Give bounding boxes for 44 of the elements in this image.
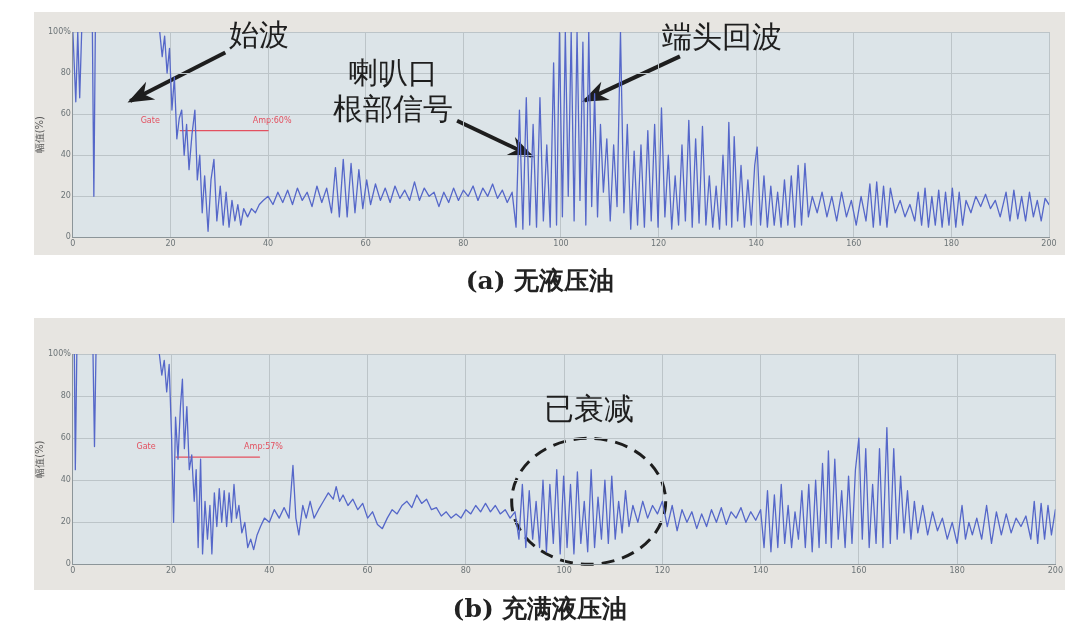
x-tick-label: 60 (360, 239, 371, 249)
annotation: Amp:57% (244, 442, 283, 452)
x-tick-label: 40 (264, 566, 275, 576)
annotation: Gate (136, 442, 156, 452)
annotation: 始波 (229, 17, 290, 53)
y-tick-label: 60 (60, 109, 71, 119)
text: (b) 充满液压油 (451, 594, 629, 624)
x-tick-label: 180 (943, 239, 960, 249)
x-tick-label: 160 (846, 239, 862, 249)
y-tick-label: 0 (65, 559, 71, 569)
y-tick-label: 60 (60, 433, 71, 443)
x-tick-label: 200 (1047, 566, 1064, 576)
x-tick-label: 120 (654, 566, 671, 576)
y-tick-label: 20 (60, 517, 71, 527)
y-tick-label: 0 (65, 232, 71, 242)
text: (a) 无液压油 (464, 266, 616, 296)
annotation: Amp:60% (252, 115, 292, 126)
x-tick-label: 20 (166, 566, 177, 576)
x-tick-label: 140 (752, 566, 769, 576)
x-tick-label: 80 (458, 239, 469, 249)
y-tick-label: 100% (48, 27, 72, 37)
y-tick-label: 80 (60, 68, 71, 78)
x-tick-label: 120 (650, 239, 667, 249)
y-axis-title: 幅值(%) (33, 440, 45, 478)
y-tick-label: 40 (60, 150, 71, 160)
annotation: 已衰减 (543, 391, 634, 427)
x-tick-label: 180 (949, 566, 965, 576)
y-tick-label: 80 (60, 391, 71, 401)
x-tick-label: 200 (1041, 239, 1057, 249)
x-tick-label: 80 (460, 566, 471, 576)
x-tick-label: 60 (362, 566, 373, 576)
y-tick-label: 100% (48, 349, 72, 359)
annotation: 端头回波 (661, 19, 782, 55)
y-tick-label: 20 (60, 191, 71, 201)
annotation: Gate (140, 115, 160, 126)
x-tick-label: 40 (263, 239, 274, 249)
x-tick-label: 160 (851, 566, 867, 576)
x-tick-label: 140 (748, 239, 764, 249)
x-tick-label: 100 (556, 566, 572, 576)
y-tick-label: 40 (60, 475, 71, 485)
x-tick-label: 100 (553, 239, 569, 249)
annotation: 喇叭口根部信号 (333, 54, 454, 126)
x-tick-label: 20 (165, 239, 176, 249)
y-axis-title: 幅值(%) (33, 115, 45, 154)
